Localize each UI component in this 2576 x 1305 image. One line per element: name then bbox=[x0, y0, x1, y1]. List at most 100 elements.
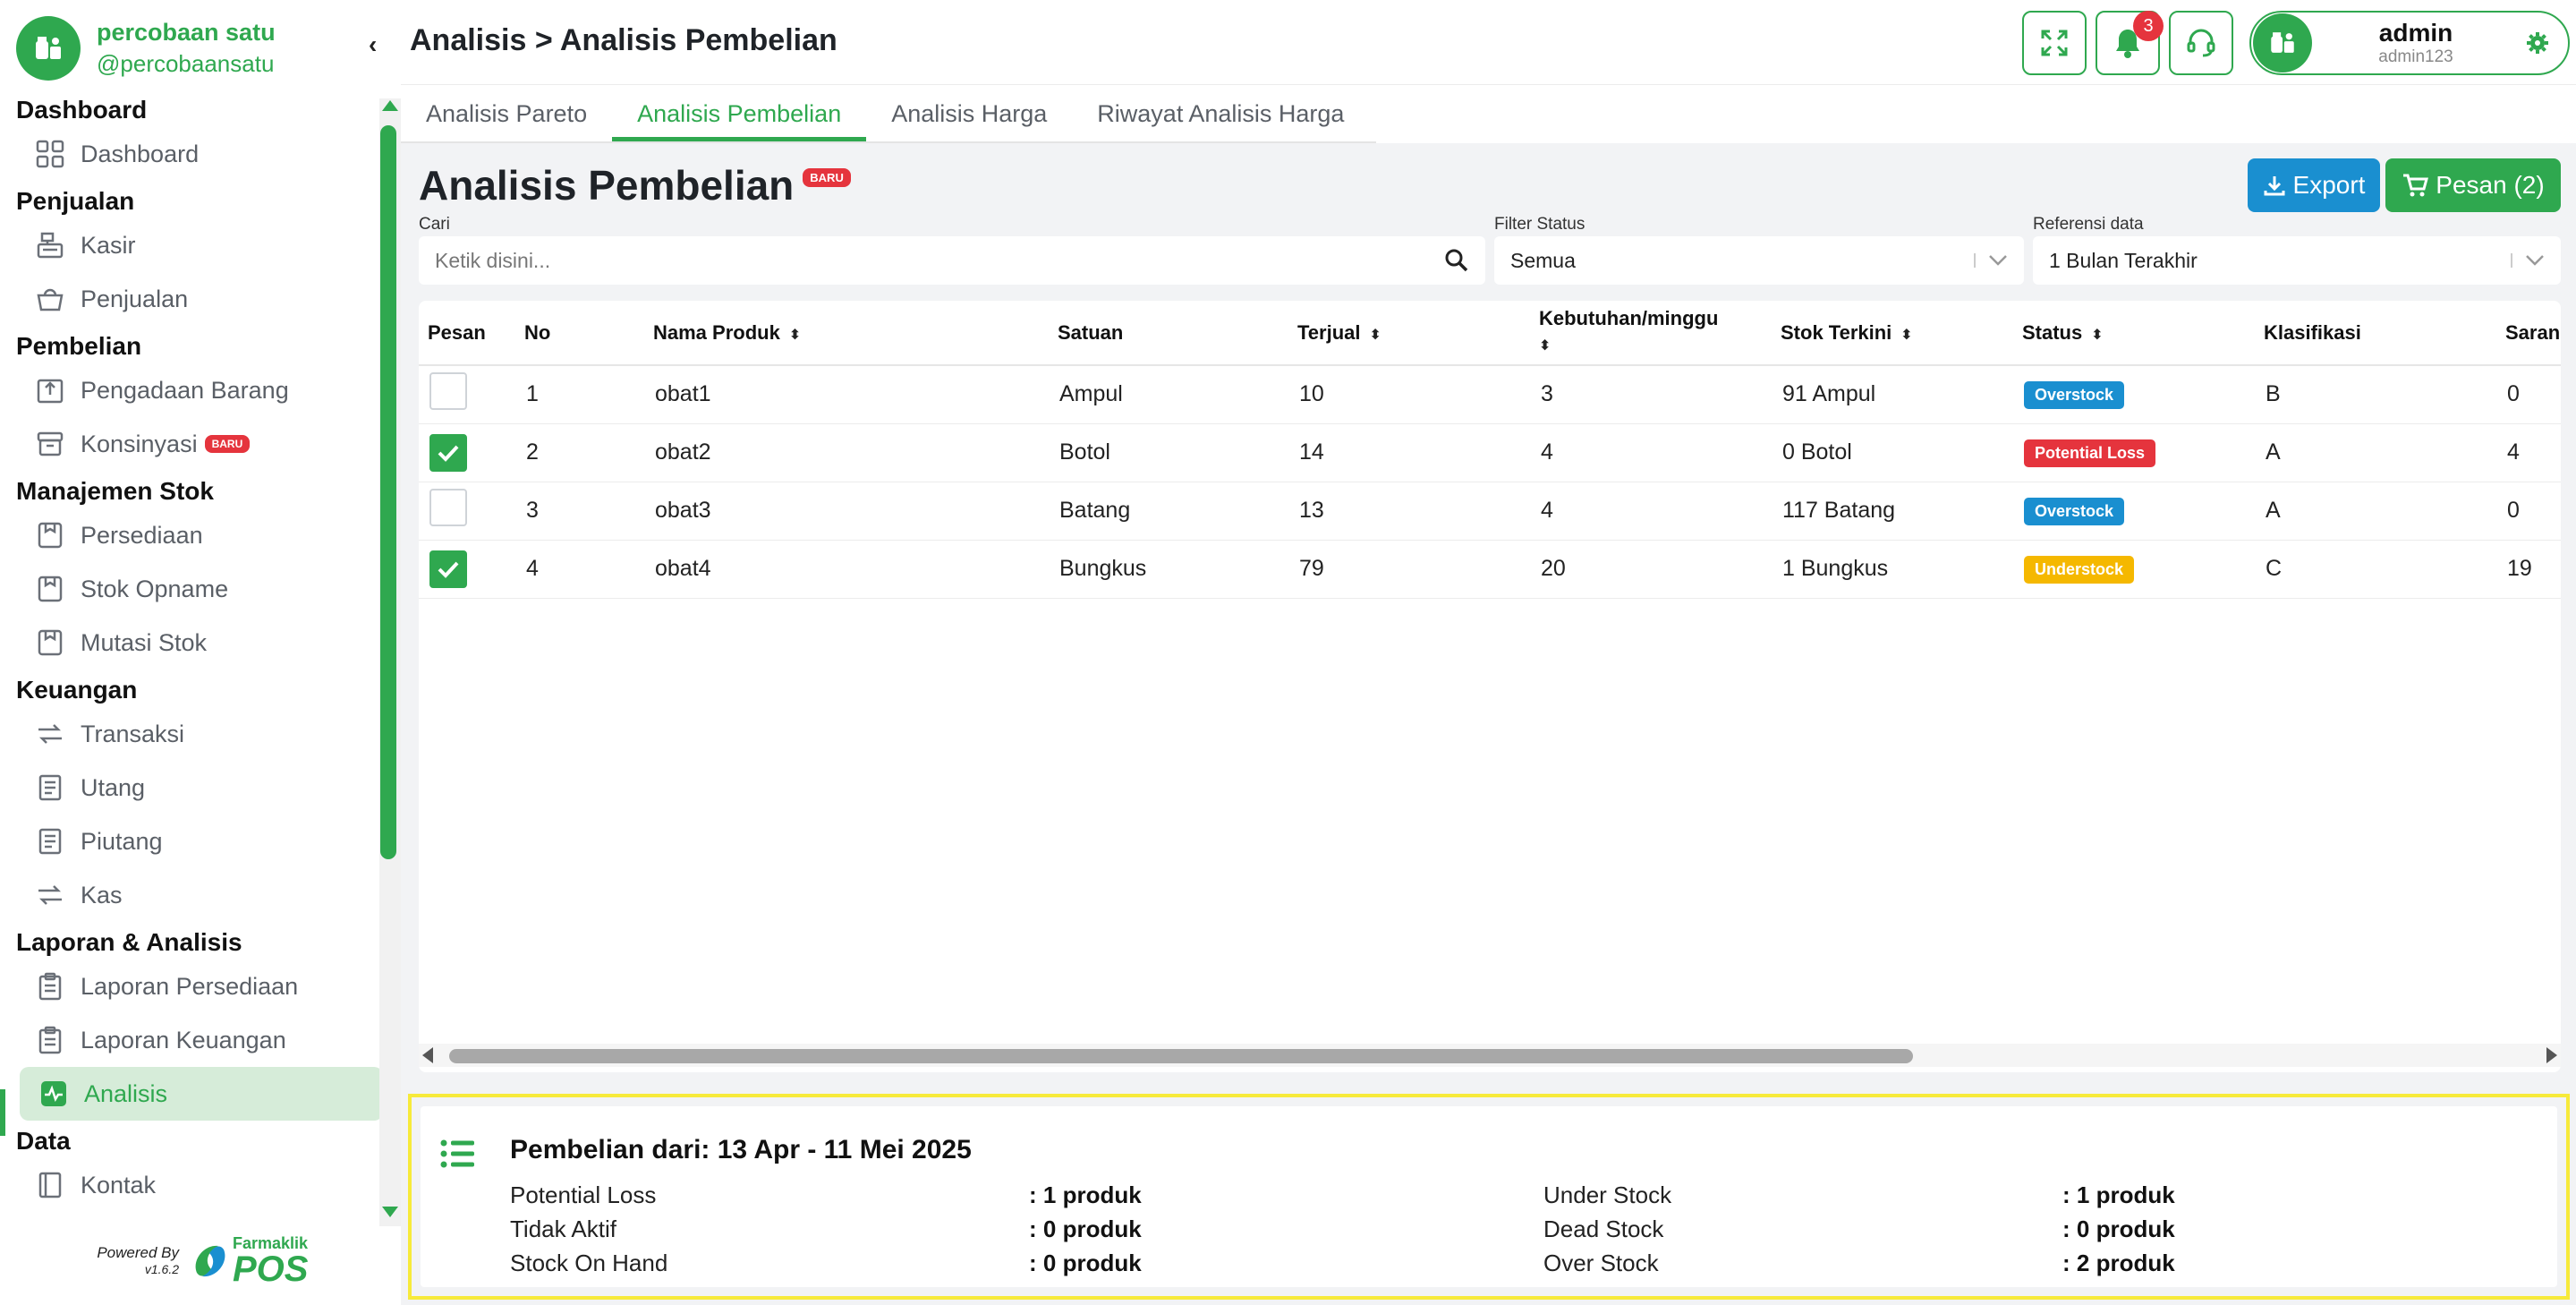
tab-analisis-pareto[interactable]: Analisis Pareto bbox=[426, 100, 588, 127]
brand-pos: POS bbox=[233, 1250, 309, 1289]
nav-section-laporan-analisis: Laporan & Analisis bbox=[16, 928, 242, 956]
reference-value: 1 Bulan Terakhir bbox=[2049, 248, 2198, 272]
col-pesan: Pesan bbox=[419, 301, 515, 366]
status-badge: Potential Loss bbox=[2024, 439, 2156, 467]
brand: percobaan satu @percobaansatu bbox=[16, 16, 276, 81]
search-icon[interactable] bbox=[1444, 248, 1469, 273]
stok-terkini-cell: 0 Botol bbox=[1772, 423, 2013, 482]
scroll-down-arrow-icon[interactable] bbox=[382, 1207, 398, 1217]
summary-label-under-stock: Under Stock bbox=[1543, 1181, 1672, 1208]
sidebar-item-dashboard[interactable]: Dashboard bbox=[16, 127, 383, 181]
col-status[interactable]: Status ⬍ bbox=[2013, 301, 2255, 366]
store-name: percobaan satu bbox=[97, 19, 276, 46]
tab-analisis-harga[interactable]: Analisis Harga bbox=[891, 100, 1048, 127]
collapse-sidebar-chevron-left-icon[interactable]: ‹ bbox=[369, 30, 378, 58]
search-label: Cari bbox=[419, 215, 450, 234]
powered-by: Powered By v1.6.2 bbox=[81, 1244, 179, 1276]
expand-arrows-icon bbox=[2041, 30, 2068, 56]
notifications-button[interactable]: 3 bbox=[2096, 11, 2164, 75]
table-horizontal-scrollbar[interactable] bbox=[419, 1044, 2561, 1067]
chevron-down-icon bbox=[1989, 255, 2007, 266]
klasifikasi-cell: A bbox=[2255, 482, 2496, 541]
scroll-up-arrow-icon[interactable] bbox=[382, 100, 398, 111]
status-cell: Potential Loss bbox=[2013, 423, 2255, 482]
nav-section-dashboard: Dashboard bbox=[16, 96, 148, 124]
gear-icon[interactable] bbox=[2520, 31, 2555, 55]
sidebar-item-persediaan[interactable]: Persediaan bbox=[16, 508, 383, 562]
order-label: Pesan (2) bbox=[2436, 171, 2545, 199]
sidebar-item-utang[interactable]: Utang bbox=[16, 761, 383, 815]
saran-cell: 0 bbox=[2496, 482, 2561, 541]
nav-section-pembelian: Pembelian bbox=[16, 332, 142, 360]
notification-count-badge: 3 bbox=[2133, 11, 2164, 41]
sort-icon[interactable]: ⬍ bbox=[1369, 327, 1382, 343]
sidebar-item-label: Piutang bbox=[81, 827, 163, 855]
order-checkbox[interactable] bbox=[429, 489, 467, 526]
sidebar-item-label: Analisis bbox=[84, 1079, 168, 1107]
sort-icon[interactable]: ⬍ bbox=[1539, 338, 1552, 354]
sort-icon[interactable]: ⬍ bbox=[1900, 327, 1913, 343]
stok-terkini-cell: 91 Ampul bbox=[1772, 365, 2013, 424]
sort-icon[interactable]: ⬍ bbox=[788, 327, 802, 343]
sidebar-item-penjualan[interactable]: Penjualan bbox=[16, 272, 383, 326]
nama-produk-cell: obat4 bbox=[644, 540, 1049, 599]
col-stok-terkini[interactable]: Stok Terkini ⬍ bbox=[1772, 301, 2013, 366]
order-checkbox[interactable] bbox=[429, 433, 467, 472]
sidebar-item-kas[interactable]: Kas bbox=[16, 868, 383, 922]
scroll-right-arrow-icon[interactable] bbox=[2546, 1047, 2557, 1063]
sidebar-item-kontak[interactable]: Kontak bbox=[16, 1158, 383, 1212]
summary-card: Pembelian dari: 13 Apr - 11 Mei 2025 Pot… bbox=[421, 1106, 2557, 1287]
sidebar-item-laporan-persediaan[interactable]: Laporan Persediaan bbox=[16, 960, 383, 1013]
download-icon bbox=[2264, 176, 2285, 196]
status-filter-value: Semua bbox=[1510, 248, 1576, 272]
kebutuhan-cell: 20 bbox=[1530, 540, 1772, 599]
avatar bbox=[2253, 13, 2312, 72]
sidebar-item-transaksi[interactable]: Transaksi bbox=[16, 707, 383, 761]
col-klasifikasi: Klasifikasi bbox=[2255, 301, 2496, 366]
col-nama-produk[interactable]: Nama Produk ⬍ bbox=[644, 301, 1049, 366]
sidebar-item-label: Laporan Keuangan bbox=[81, 1026, 286, 1053]
breadcrumb: Analisis > Analisis Pembelian bbox=[410, 23, 837, 57]
order-checkbox[interactable] bbox=[429, 372, 467, 411]
col-label: Nama Produk bbox=[653, 320, 780, 344]
activity-chart-icon bbox=[38, 1078, 70, 1110]
order-checkbox[interactable] bbox=[429, 550, 467, 588]
pesan-cell bbox=[419, 540, 515, 599]
user-menu[interactable]: admin admin123 bbox=[2249, 11, 2570, 75]
sidebar-item-analisis[interactable]: Analisis bbox=[20, 1067, 383, 1121]
export-button[interactable]: Export bbox=[2248, 158, 2380, 212]
receipt-icon bbox=[34, 825, 66, 857]
sidebar-item-mutasi-stok[interactable]: Mutasi Stok bbox=[16, 616, 383, 670]
reference-select[interactable]: 1 Bulan Terakhir bbox=[2033, 236, 2561, 285]
sort-icon[interactable]: ⬍ bbox=[2091, 327, 2104, 343]
sidebar-item-label: Laporan Persediaan bbox=[81, 972, 299, 1000]
sidebar-item-laporan-keuangan[interactable]: Laporan Keuangan bbox=[16, 1013, 383, 1067]
pesan-cell bbox=[419, 423, 515, 482]
support-button[interactable] bbox=[2169, 11, 2233, 75]
search-input[interactable] bbox=[435, 248, 1444, 273]
select-separator bbox=[1974, 253, 1976, 268]
terjual-cell: 13 bbox=[1288, 482, 1530, 541]
store-handle: @percobaansatu bbox=[97, 50, 275, 77]
sidebar-item-konsinyasi[interactable]: Konsinyasi BARU bbox=[16, 417, 383, 471]
horizontal-scrollbar-thumb[interactable] bbox=[449, 1049, 1913, 1063]
tab-riwayat-analisis-harga[interactable]: Riwayat Analisis Harga bbox=[1097, 100, 1345, 127]
fullscreen-button[interactable] bbox=[2022, 11, 2087, 75]
farmaklik-pos-logo: Farmaklik POS bbox=[188, 1235, 308, 1287]
col-kebutuhan[interactable]: Kebutuhan/minggu ⬍ bbox=[1530, 301, 1772, 366]
sidebar-item-pengadaan-barang[interactable]: Pengadaan Barang bbox=[16, 363, 383, 417]
sidebar-item-stok-opname[interactable]: Stok Opname bbox=[16, 562, 383, 616]
sidebar-item-kasir[interactable]: Kasir bbox=[16, 218, 383, 272]
col-terjual[interactable]: Terjual ⬍ bbox=[1288, 301, 1530, 366]
status-filter-select[interactable]: Semua bbox=[1494, 236, 2024, 285]
saran-cell: 0 bbox=[2496, 365, 2561, 424]
terjual-cell: 10 bbox=[1288, 365, 1530, 424]
receipt-icon bbox=[34, 772, 66, 804]
order-button[interactable]: Pesan (2) bbox=[2385, 158, 2561, 212]
sidebar-item-piutang[interactable]: Piutang bbox=[16, 815, 383, 868]
tab-analisis-pembelian[interactable]: Analisis Pembelian bbox=[612, 86, 867, 141]
klasifikasi-cell: C bbox=[2255, 540, 2496, 599]
sidebar-scrollbar-thumb[interactable] bbox=[380, 125, 396, 859]
scroll-left-arrow-icon[interactable] bbox=[422, 1047, 433, 1063]
search-field[interactable] bbox=[419, 236, 1485, 285]
